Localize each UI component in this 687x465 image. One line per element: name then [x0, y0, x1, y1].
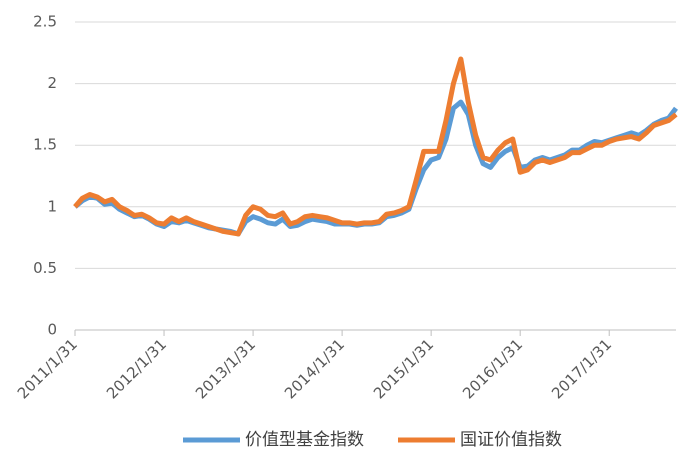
legend-text: 价值型基金指数 — [245, 430, 364, 450]
y-tick-label: 1.5 — [33, 136, 57, 154]
y-tick-label: 1 — [47, 197, 57, 215]
x-tick-label: 2013/1/31 — [192, 335, 259, 402]
x-tick-label: 2012/1/31 — [103, 335, 170, 402]
x-tick-label: 2015/1/31 — [370, 335, 437, 402]
series-line — [73, 99, 678, 237]
x-tick-label: 2014/1/31 — [281, 335, 348, 402]
y-tick-label: 0.5 — [33, 259, 57, 277]
y-tick-label: 2 — [47, 74, 57, 92]
x-tick-label: 2016/1/31 — [459, 335, 526, 402]
x-tick-label: 2011/1/31 — [14, 335, 81, 402]
y-tick-label: 2.5 — [33, 13, 57, 31]
legend-text: 国证价值指数 — [460, 430, 562, 450]
y-tick-label: 0 — [47, 321, 57, 339]
series-line — [73, 56, 678, 237]
x-tick-label: 2017/1/31 — [548, 335, 615, 402]
